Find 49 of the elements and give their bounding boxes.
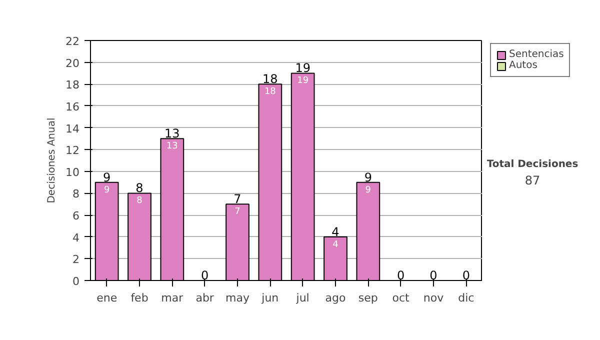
- x-tick-label: feb: [130, 292, 148, 304]
- data-label: 18: [264, 87, 276, 98]
- y-tick-label: 12: [66, 144, 80, 158]
- y-tick-label: 20: [66, 56, 80, 70]
- total-label: 4: [332, 224, 340, 239]
- y-tick-label: 22: [66, 35, 80, 48]
- x-tick-label: jul: [295, 292, 310, 304]
- y-tick-label: 18: [66, 78, 80, 92]
- y-tick-label: 8: [72, 188, 80, 201]
- data-label: 19: [297, 76, 309, 86]
- y-tick-label: 6: [72, 210, 80, 223]
- data-label: 4: [332, 240, 339, 250]
- total-label: 13: [164, 126, 180, 141]
- total-label: 0: [397, 268, 405, 282]
- total-label: 8: [136, 181, 144, 196]
- total-label: 19: [295, 61, 310, 76]
- text: 87: [524, 173, 540, 188]
- y-tick-label: 16: [66, 100, 80, 114]
- data-label: 9: [104, 185, 110, 196]
- x-tick-label: sep: [358, 292, 378, 304]
- total-label: 0: [462, 268, 470, 282]
- x-tick-label: ene: [96, 292, 118, 304]
- total-label: 0: [430, 268, 438, 282]
- data-label: 7: [234, 207, 240, 218]
- legend-label: Sentencias: [509, 49, 564, 60]
- x-tick-label: dic: [458, 292, 474, 304]
- x-tick-label: ago: [325, 292, 346, 304]
- total-label: 0: [201, 268, 209, 282]
- y-axis-title: Decisiones Anual: [46, 118, 58, 204]
- x-tick-label: nov: [423, 292, 444, 304]
- y-tick-label: 10: [66, 166, 80, 179]
- x-tick-label: oct: [392, 292, 410, 304]
- total-label: 7: [234, 192, 242, 206]
- legend-label: Autos: [509, 60, 538, 71]
- y-tick-label: 2: [72, 253, 80, 266]
- total-label: 18: [262, 72, 278, 86]
- y-tick-label: 14: [66, 122, 80, 136]
- data-label: 8: [136, 196, 143, 206]
- x-tick-label: may: [226, 292, 250, 304]
- total-label: 9: [364, 170, 372, 184]
- y-tick-label: 4: [72, 231, 80, 244]
- text: Total Decisiones: [486, 159, 578, 170]
- x-tick-label: abr: [196, 292, 214, 304]
- data-label: 13: [166, 142, 178, 152]
- data-label: 9: [365, 185, 372, 196]
- y-tick-label: 0: [72, 275, 80, 288]
- x-tick-label: mar: [161, 292, 184, 304]
- total-label: 9: [103, 170, 111, 184]
- x-tick-label: jun: [260, 292, 279, 304]
